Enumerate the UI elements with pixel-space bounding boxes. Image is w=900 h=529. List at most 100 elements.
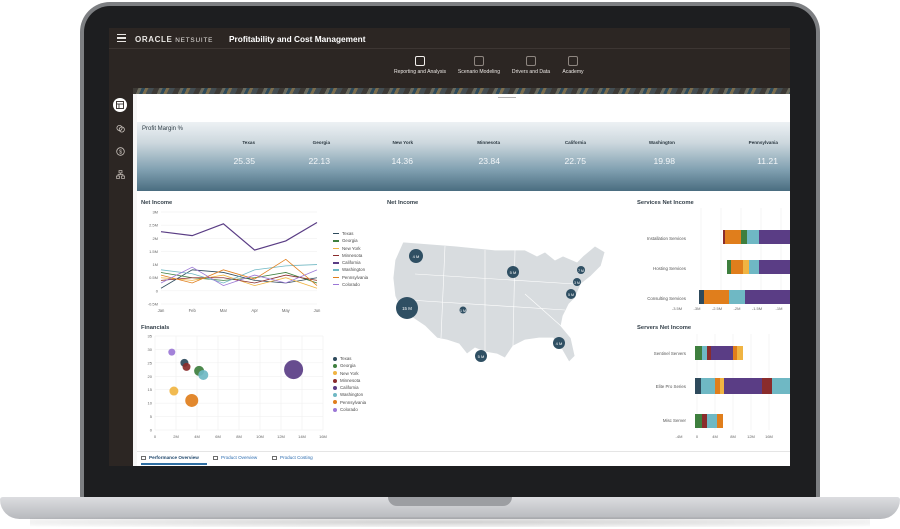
svg-text:$: $ xyxy=(118,149,121,155)
hamburger-menu-icon[interactable] xyxy=(117,34,126,43)
scatter-y-tick: 30 xyxy=(148,347,153,352)
map-marker-label: 5 M xyxy=(510,270,517,275)
map-marker xyxy=(475,350,487,362)
legend-swatch xyxy=(333,363,337,368)
legend-item[interactable]: New York xyxy=(333,370,366,377)
legend-swatch xyxy=(333,240,339,242)
line-y-tick: 0.5M xyxy=(149,275,158,280)
scatter-point-minnesota xyxy=(182,362,191,371)
legend-item[interactable]: Pennsylvania xyxy=(333,274,368,281)
legend-swatch xyxy=(333,371,337,376)
net-income-map-title: Net Income xyxy=(387,200,419,206)
collapse-handle[interactable] xyxy=(498,97,516,99)
line-y-tick: 1M xyxy=(152,262,158,267)
legend-item[interactable]: Minnesota xyxy=(333,252,368,259)
tab-label: Product Overview xyxy=(221,455,258,460)
map-marker-label: 4 M xyxy=(556,341,563,346)
profit-margin-panel: Profit Margin % Texas 25.35 Georgia 22.1… xyxy=(137,122,790,191)
legend-swatch xyxy=(333,400,337,405)
dollar-icon[interactable]: $ xyxy=(113,144,127,158)
kpi-pennsylvania: Pennsylvania 11.21 xyxy=(698,140,778,166)
scatter-x-tick: 4M xyxy=(194,434,200,439)
legend-label: New York xyxy=(340,370,359,376)
net-income-line-legend: Texas Georgia New York Minnesota California W… xyxy=(333,230,368,288)
nav-label-academy: Academy xyxy=(562,69,584,75)
legend-swatch xyxy=(333,284,339,286)
tab-product-costing[interactable]: Product Costing xyxy=(272,455,313,460)
tab-product-overview[interactable]: Product Overview xyxy=(213,455,257,460)
legend-item[interactable]: Texas xyxy=(333,230,368,237)
header-divider xyxy=(109,48,790,49)
scatter-x-tick: 14M xyxy=(298,434,306,439)
tab-performance-overview[interactable]: Performance Overview xyxy=(141,455,199,460)
services-category-label: Hosting Services xyxy=(653,266,687,271)
kpi-value: 25.35 xyxy=(233,156,255,166)
scatter-point-california xyxy=(284,360,304,380)
kpi-value: 14.36 xyxy=(391,156,413,166)
legend-item[interactable]: Texas xyxy=(333,355,366,362)
scatter-x-tick: 0 xyxy=(154,434,157,439)
dashboard-icon[interactable] xyxy=(113,98,127,112)
legend-item[interactable]: Washington xyxy=(333,391,366,398)
kpi-state: Minnesota xyxy=(477,140,500,145)
legend-label: New York xyxy=(342,245,361,251)
academy-icon xyxy=(568,56,578,66)
servers-category-label: Misc Server xyxy=(663,418,687,423)
scatter-x-tick: 12M xyxy=(277,434,285,439)
legend-item[interactable]: New York xyxy=(333,245,368,252)
coins-icon[interactable] xyxy=(113,121,127,135)
kpi-california: California 22.75 xyxy=(506,140,586,166)
nav-drivers-data[interactable]: Drivers and Data xyxy=(508,56,554,75)
legend-swatch xyxy=(333,385,337,390)
legend-swatch xyxy=(333,393,337,398)
kpi-value: 19.98 xyxy=(653,156,675,166)
bottom-tabs: Performance Overview Product Overview Pr… xyxy=(137,451,790,466)
kpi-new-york: New York 14.36 xyxy=(333,140,413,166)
services-x-tick: -3.5M xyxy=(672,306,682,311)
map-marker xyxy=(409,249,423,263)
legend-item[interactable]: Pennsylvania xyxy=(333,399,366,406)
line-series-washington xyxy=(160,264,318,284)
kpi-state: Georgia xyxy=(312,140,330,145)
line-x-tick: Feb xyxy=(189,308,197,313)
hierarchy-icon[interactable] xyxy=(113,167,127,181)
scatter-y-tick: 0 xyxy=(150,428,153,433)
scatter-y-tick: 25 xyxy=(148,360,153,365)
legend-label: Washington xyxy=(340,392,364,398)
services-net-income-title: Services Net Income xyxy=(637,200,694,206)
nav-academy[interactable]: Academy xyxy=(556,56,590,75)
nav-label-reporting: Reporting and Analysis xyxy=(393,69,447,75)
services-bar-chart: Installation Services Hosting Services C… xyxy=(647,208,790,311)
legend-item[interactable]: California xyxy=(333,384,366,391)
services-x-tick: -2M xyxy=(734,306,741,311)
map-marker xyxy=(396,297,418,319)
legend-swatch xyxy=(333,407,337,412)
servers-category-label: Elite Pro Series xyxy=(656,384,687,389)
map-marker xyxy=(566,289,576,299)
report-icon xyxy=(415,56,425,66)
map-marker-label: 5 M xyxy=(568,293,574,297)
legend-label: Pennsylvania xyxy=(340,399,367,405)
legend-item[interactable]: Georgia xyxy=(333,237,368,244)
nav-scenario-modeling[interactable]: Scenario Modeling xyxy=(449,56,509,75)
servers-x-tick: 0 xyxy=(696,434,699,439)
nav-reporting-analysis[interactable]: Reporting and Analysis xyxy=(393,56,447,75)
legend-swatch xyxy=(333,254,339,257)
legend-item[interactable]: Minnesota xyxy=(333,377,366,384)
legend-item[interactable]: Washington xyxy=(333,266,368,273)
legend-label: Colorado xyxy=(340,407,358,413)
app-screen: ORACLE NETSUITE Profitability and Cost M… xyxy=(109,28,790,466)
servers-bar-sentinel xyxy=(695,346,743,360)
services-x-tick: -2.5M xyxy=(712,306,722,311)
servers-bar-elite-pro xyxy=(695,378,790,394)
legend-item[interactable]: California xyxy=(333,259,368,266)
legend-label: Georgia xyxy=(342,238,358,244)
legend-item[interactable]: Colorado xyxy=(333,281,368,288)
services-category-label: Installation Services xyxy=(647,236,687,241)
legend-label: Texas xyxy=(342,231,354,236)
scatter-point-pennsylvania xyxy=(185,393,199,407)
line-series-georgia xyxy=(160,272,318,284)
legend-item[interactable]: Colorado xyxy=(333,406,366,413)
legend-item[interactable]: Georgia xyxy=(333,362,366,369)
top-header: ORACLE NETSUITE Profitability and Cost M… xyxy=(109,28,790,94)
